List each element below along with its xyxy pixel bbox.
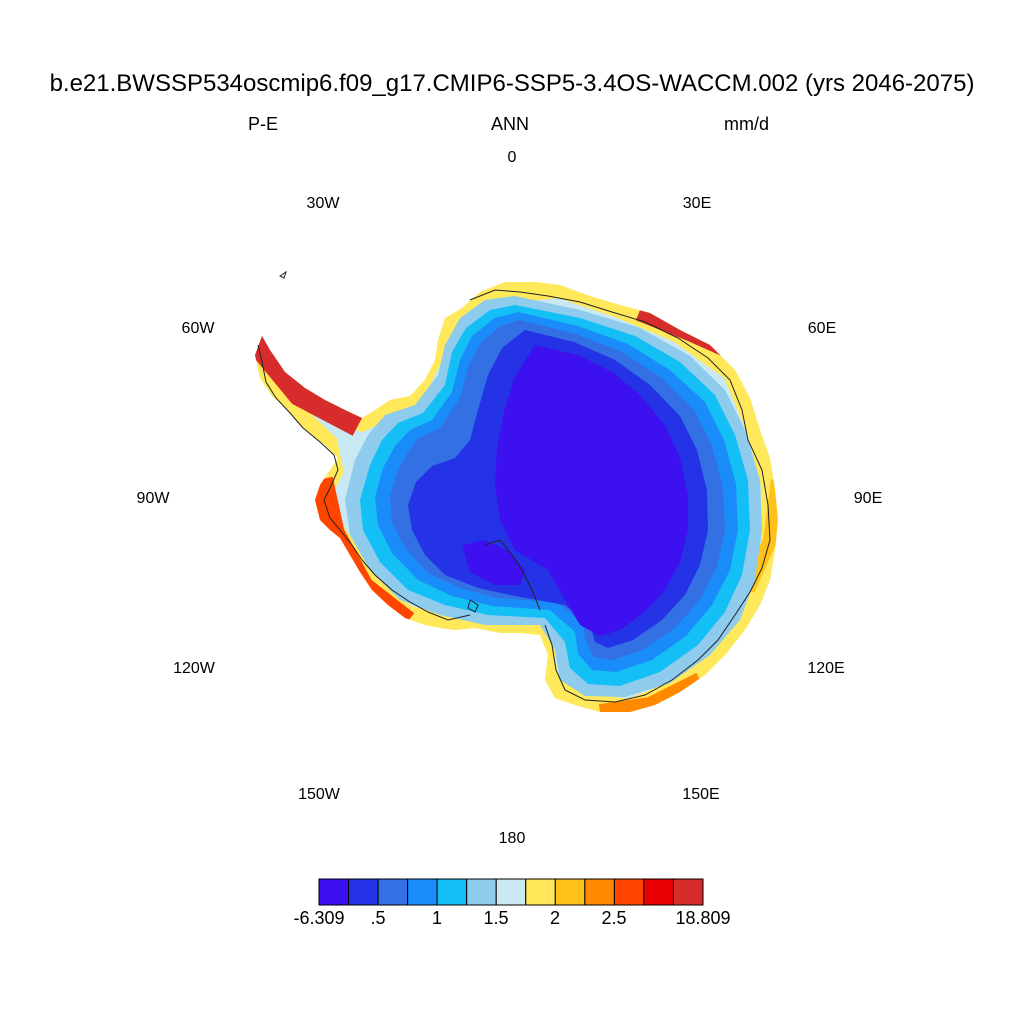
lon-label-120w: 120W <box>173 660 215 677</box>
coastal-island <box>467 599 479 613</box>
south-georgia-island <box>279 270 287 279</box>
peninsula-high-precip <box>255 323 372 436</box>
lon-label-60e: 60E <box>807 320 837 337</box>
lon-label-30w: 30W <box>306 195 340 212</box>
colorbar-label-2-5: 2.5 <box>601 908 627 928</box>
east-antarctic-coast <box>469 289 771 703</box>
ross-coast-high-precip <box>598 672 704 712</box>
left-subtitle-variable: P-E <box>248 114 279 134</box>
lon-label-60w: 60W <box>181 320 215 337</box>
ross-ice-shelf-edge <box>484 539 541 611</box>
lon-label-180: 180 <box>498 830 526 847</box>
lon-label-120e: 120E <box>807 660 845 677</box>
lon-label-0: 0 <box>507 149 517 166</box>
plot-title: b.e21.BWSSP534oscmip6.f09_g17.CMIP6-SSP5… <box>49 70 975 97</box>
colorbar-label-min: -6.309 <box>293 908 345 928</box>
colorbar-label-1-5: 1.5 <box>483 908 509 928</box>
lon-label-90w: 90W <box>136 490 170 507</box>
lon-label-150w: 150W <box>298 786 340 803</box>
plateau-core-dry <box>495 345 688 636</box>
west-antarctic-coast <box>257 344 471 621</box>
lon-label-90e: 90E <box>853 490 883 507</box>
coastline <box>257 270 771 703</box>
colorbar-label-2: 2 <box>549 908 561 928</box>
colorbar-label-0-5: .5 <box>370 908 386 928</box>
lon-label-30e: 30E <box>682 195 712 212</box>
colorbar-label-1: 1 <box>431 908 443 928</box>
pe-field <box>255 282 778 712</box>
ross-ice-shelf-dry <box>462 540 525 585</box>
lon-label-150e: 150E <box>682 786 720 803</box>
center-subtitle-season: ANN <box>491 114 530 134</box>
right-subtitle-units: mm/d <box>724 114 769 134</box>
colorbar-label-max: 18.809 <box>675 908 731 928</box>
